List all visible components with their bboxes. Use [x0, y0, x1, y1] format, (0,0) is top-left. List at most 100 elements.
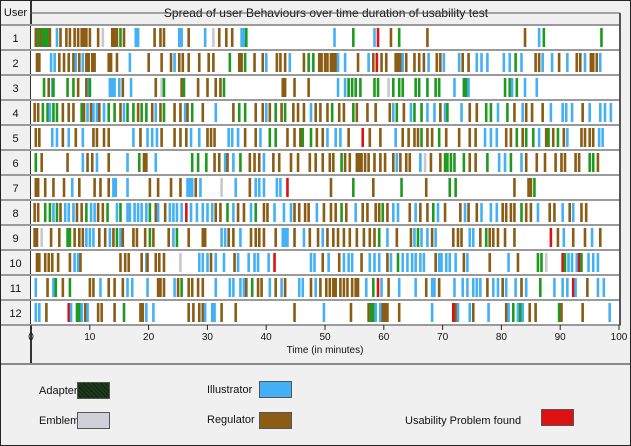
- event-adapter: [145, 103, 148, 122]
- event-regulator: [62, 178, 66, 197]
- event-regulator: [332, 278, 335, 297]
- event-regulator: [591, 128, 595, 147]
- event-regulator: [157, 253, 161, 272]
- event-illustrator: [81, 153, 85, 172]
- event-illustrator: [536, 203, 540, 222]
- event-regulator: [93, 178, 96, 197]
- event-illustrator: [386, 228, 389, 247]
- event-regulator: [194, 178, 198, 197]
- event-usability-problem-found: [376, 28, 380, 47]
- event-adapter: [531, 128, 535, 147]
- event-illustrator: [232, 278, 235, 297]
- event-regulator: [169, 53, 173, 72]
- event-regulator: [237, 53, 241, 72]
- event-adapter: [46, 28, 49, 47]
- event-regulator: [253, 53, 256, 72]
- event-adapter: [462, 153, 466, 172]
- event-regulator: [317, 53, 321, 72]
- event-regulator: [368, 128, 372, 147]
- event-regulator: [316, 228, 320, 247]
- event-regulator: [439, 53, 442, 72]
- event-adapter: [372, 278, 375, 297]
- event-regulator: [513, 203, 516, 222]
- event-regulator: [475, 103, 479, 122]
- event-regulator: [260, 278, 263, 297]
- event-regulator: [121, 278, 125, 297]
- event-regulator: [232, 228, 235, 247]
- event-regulator: [217, 153, 221, 172]
- event-regulator: [437, 278, 441, 297]
- event-regulator: [35, 228, 39, 247]
- event-regulator: [309, 278, 313, 297]
- event-illustrator: [150, 128, 154, 147]
- event-illustrator: [309, 253, 313, 272]
- event-regulator: [360, 253, 363, 272]
- event-regulator: [337, 103, 341, 122]
- legend-swatch-illustrator: [259, 381, 292, 398]
- event-regulator: [303, 203, 307, 222]
- event-adapter: [43, 203, 47, 222]
- event-adapter: [237, 103, 241, 122]
- event-illustrator: [495, 203, 499, 222]
- event-regulator: [575, 53, 579, 72]
- event-regulator: [342, 228, 346, 247]
- user-label: 8: [12, 208, 18, 220]
- event-illustrator: [81, 128, 85, 147]
- event-regulator: [404, 53, 408, 72]
- event-adapter: [489, 103, 493, 122]
- event-adapter: [80, 103, 83, 122]
- event-adapter: [508, 78, 512, 97]
- event-regulator: [577, 153, 581, 172]
- event-regulator: [355, 153, 359, 172]
- event-regulator: [212, 53, 215, 72]
- x-tick-label: 20: [143, 332, 155, 343]
- event-regulator: [535, 153, 539, 172]
- event-regulator: [516, 253, 520, 272]
- event-illustrator: [561, 203, 564, 222]
- event-regulator: [374, 203, 377, 222]
- event-regulator: [225, 28, 228, 47]
- event-adapter: [107, 103, 111, 122]
- event-illustrator: [227, 128, 230, 147]
- event-adapter: [88, 78, 92, 97]
- event-illustrator: [297, 278, 301, 297]
- event-adapter: [85, 203, 88, 222]
- event-regulator: [61, 278, 65, 297]
- event-regulator: [354, 278, 357, 297]
- event-adapter: [381, 203, 385, 222]
- event-adapter: [119, 203, 122, 222]
- event-illustrator: [126, 278, 129, 297]
- event-illustrator: [223, 228, 227, 247]
- event-illustrator: [377, 253, 381, 272]
- event-illustrator: [197, 253, 201, 272]
- event-regulator: [408, 203, 412, 222]
- event-adapter: [376, 78, 380, 97]
- event-regulator: [443, 203, 447, 222]
- event-regulator: [474, 128, 477, 147]
- event-illustrator: [448, 253, 452, 272]
- event-regulator: [45, 303, 48, 322]
- event-regulator: [475, 203, 479, 222]
- event-illustrator: [537, 128, 541, 147]
- event-illustrator: [608, 303, 611, 322]
- event-illustrator: [566, 128, 569, 147]
- event-regulator: [40, 153, 43, 172]
- event-regulator: [93, 53, 96, 72]
- event-illustrator: [596, 278, 600, 297]
- event-usability-problem-found: [67, 303, 71, 322]
- event-regulator: [266, 203, 269, 222]
- event-illustrator: [507, 253, 510, 272]
- event-regulator: [491, 228, 495, 247]
- event-regulator: [173, 128, 176, 147]
- event-regulator: [203, 228, 207, 247]
- event-adapter: [307, 53, 310, 72]
- event-adapter: [420, 128, 423, 147]
- event-regulator: [192, 303, 195, 322]
- event-regulator: [72, 103, 75, 122]
- event-adapter: [511, 303, 515, 322]
- event-regulator: [152, 228, 155, 247]
- event-illustrator: [108, 228, 112, 247]
- event-illustrator: [63, 203, 67, 222]
- event-regulator: [135, 228, 139, 247]
